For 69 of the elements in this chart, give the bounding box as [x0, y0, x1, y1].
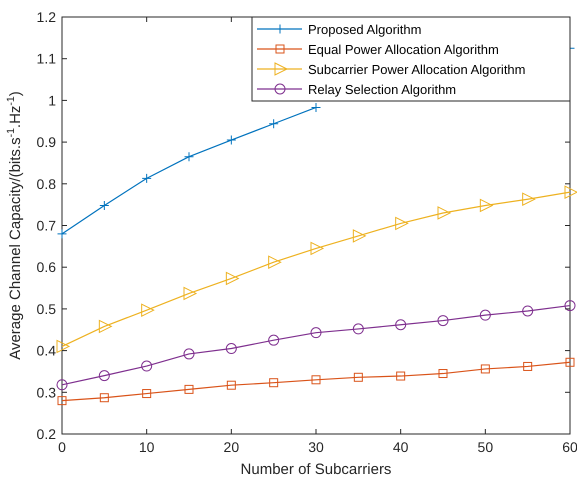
x-tick-label: 30 [308, 439, 324, 455]
point [395, 216, 408, 230]
point [184, 286, 196, 300]
x-tick-label: 0 [58, 439, 66, 455]
y-tick-label: 1 [48, 92, 56, 108]
point [141, 360, 152, 372]
point [438, 369, 448, 378]
point [396, 372, 406, 381]
point [184, 348, 194, 360]
point [312, 375, 320, 384]
legend-label: Proposed Algorithm [308, 22, 422, 37]
y-tick-label: 0.6 [36, 259, 56, 276]
point [480, 310, 491, 321]
point [58, 396, 66, 406]
point [522, 192, 536, 206]
point [523, 362, 532, 371]
point [268, 118, 279, 129]
x-tick-label: 20 [224, 439, 240, 455]
point [310, 242, 324, 255]
x-tick-label: 40 [392, 439, 409, 455]
point [184, 152, 194, 162]
point [311, 102, 321, 112]
point [57, 228, 67, 239]
x-tick-label: 50 [478, 439, 494, 455]
point [142, 389, 152, 398]
point [268, 256, 282, 269]
x-axis-title: Number of Subcarriers [240, 461, 392, 478]
legend-label: Subcarrier Power Allocation Algorithm [308, 62, 526, 77]
point [438, 315, 448, 326]
x-tick-label: 60 [562, 439, 577, 455]
point [564, 186, 577, 199]
point [269, 378, 278, 388]
point [100, 393, 109, 402]
point [438, 206, 450, 220]
point [56, 340, 70, 353]
point [564, 300, 576, 312]
point [142, 173, 152, 184]
point [352, 229, 366, 242]
y-tick-label: 0.8 [36, 176, 56, 192]
y-tick-label: 0.2 [36, 426, 56, 442]
y-tick-label: 0.5 [36, 300, 56, 317]
y-tick-label: 0.3 [36, 384, 56, 400]
point [98, 320, 112, 333]
point [56, 379, 68, 390]
point [226, 343, 237, 354]
point [184, 384, 194, 394]
x-tick-label: 10 [138, 439, 155, 455]
point [354, 372, 363, 382]
point [395, 319, 406, 330]
point [566, 358, 574, 367]
legend-label: Equal Power Allocation Algorithm [308, 42, 499, 57]
point [522, 305, 534, 316]
point [226, 135, 236, 146]
point [310, 327, 322, 338]
point [352, 323, 364, 334]
point [268, 334, 280, 346]
y-tick-label: 1.2 [36, 9, 56, 25]
point [99, 200, 110, 210]
point [480, 198, 493, 212]
y-tick-label: 0.7 [36, 218, 56, 234]
point [480, 364, 490, 374]
point [226, 380, 236, 390]
point [226, 272, 239, 285]
y-tick-label: 1.1 [36, 50, 56, 67]
y-tick-label: 0.9 [36, 134, 56, 150]
point [98, 370, 110, 382]
legend-label: Relay Selection Algorithm [308, 82, 456, 97]
point [141, 304, 154, 317]
y-tick-label: 0.4 [36, 342, 56, 359]
